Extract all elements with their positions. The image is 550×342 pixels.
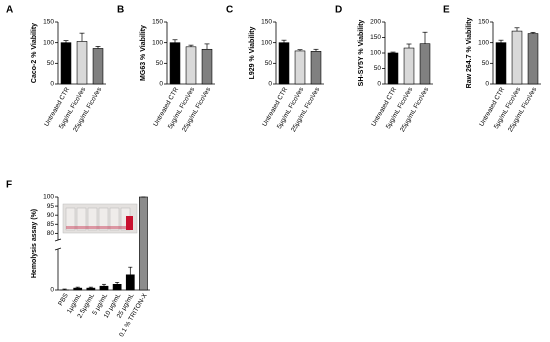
bar (495, 42, 507, 85)
bar (92, 48, 104, 85)
y-axis-label: Hemolysis assay (%) (31, 209, 38, 278)
bar (76, 41, 88, 85)
axis-break (53, 240, 138, 249)
y-axis-label: L929 % Viability (249, 27, 256, 80)
break-mark (54, 238, 62, 242)
x-tick-label: PBS (57, 292, 70, 307)
y-tick-label: 50 (47, 60, 55, 67)
break-mark (54, 247, 62, 251)
y-axis-label: MG63 % Viability (140, 25, 147, 81)
y-tick-label: 50 (156, 60, 164, 67)
bar (60, 42, 72, 85)
panel-letter: B (117, 5, 124, 16)
y-tick-label: 100 (370, 50, 381, 57)
y-tick-label: 0 (485, 81, 489, 88)
tube (65, 207, 76, 231)
panel-letter: F (6, 180, 12, 191)
y-axis-label: Raw 264.7 % Viability (466, 18, 473, 89)
y-tick-label: 0 (268, 81, 272, 88)
y-tick-label: 100 (43, 194, 54, 201)
y-tick-label: 100 (478, 39, 489, 46)
y-tick-label: 0 (50, 287, 54, 294)
y-tick-label: 150 (152, 19, 163, 26)
y-tick-label: 200 (370, 19, 381, 26)
y-tick-label: 95 (47, 203, 55, 210)
bar (278, 42, 290, 85)
y-tick-label: 0 (50, 81, 54, 88)
panel-letter: C (226, 5, 233, 16)
y-tick-label: 0 (377, 81, 381, 88)
y-tick-label: 50 (482, 60, 490, 67)
y-tick-label: 100 (152, 39, 163, 46)
tube (76, 207, 87, 231)
bar (294, 50, 306, 85)
y-axis-label: SH-SY5Y % Viability (358, 20, 365, 87)
panel-letter: A (6, 5, 13, 16)
bar (527, 33, 539, 85)
bar (112, 283, 122, 291)
y-tick-label: 100 (43, 39, 54, 46)
bar (419, 43, 431, 85)
panel-letter: D (335, 5, 342, 16)
y-tick-label: 150 (261, 19, 272, 26)
y-tick-label: 90 (47, 212, 55, 219)
bar (201, 48, 213, 85)
bar (511, 30, 523, 85)
y-tick-label: 85 (47, 221, 55, 228)
bar (403, 47, 415, 85)
y-tick-label: 150 (478, 19, 489, 26)
bar (139, 196, 148, 291)
y-tick-label: 150 (370, 34, 381, 41)
y-axis-label: Caco-2 % Viability (31, 23, 38, 83)
tube (87, 207, 98, 231)
lysed-sample (126, 216, 133, 230)
bar (169, 42, 181, 85)
y-tick-label: 50 (265, 60, 273, 67)
tube (109, 207, 120, 231)
tube (98, 207, 109, 231)
bar (86, 287, 96, 291)
panel-letter: E (443, 5, 450, 16)
y-tick-label: 150 (43, 19, 54, 26)
bar (185, 46, 197, 85)
y-tick-label: 80 (47, 230, 55, 237)
inset-photo (62, 203, 138, 234)
bar (99, 285, 109, 291)
bar (73, 287, 83, 291)
bar (310, 51, 322, 85)
y-tick-label: 100 (261, 39, 272, 46)
y-tick-label: 50 (374, 65, 382, 72)
bar (125, 274, 135, 291)
bar (387, 52, 399, 85)
y-tick-label: 0 (159, 81, 163, 88)
sediment (66, 226, 130, 229)
